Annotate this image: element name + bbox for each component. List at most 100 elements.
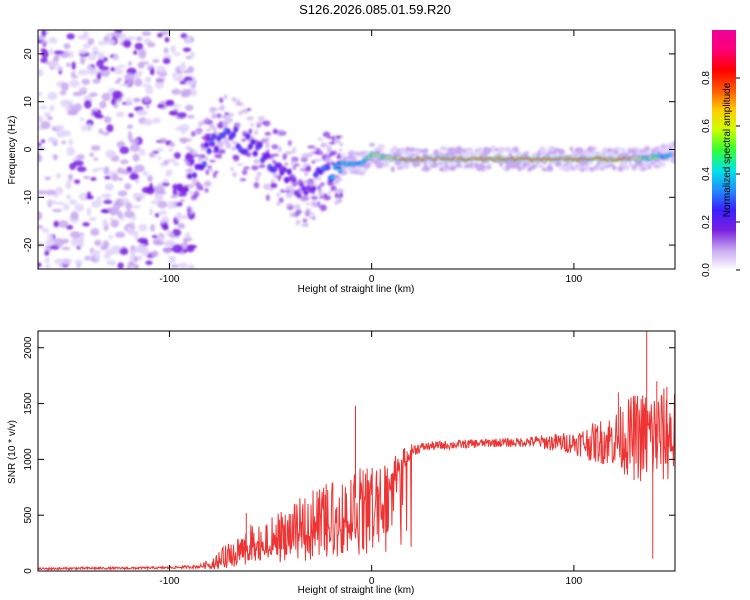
signal-halo-cell: [613, 147, 617, 151]
noise-cell: [114, 80, 121, 84]
signal-halo-cell: [218, 148, 226, 155]
signal-halo-cell: [438, 167, 444, 172]
signal-halo-cell: [547, 164, 552, 170]
noise-cell: [38, 68, 44, 77]
noise-cell: [79, 87, 88, 91]
signal-core-cell: [243, 150, 248, 154]
noise-cell: [180, 127, 186, 135]
signal-halo-cell: [313, 177, 322, 181]
noise-cell: [107, 235, 114, 239]
signal-halo-cell: [292, 165, 296, 170]
signal-halo-cell: [325, 157, 332, 163]
snr-line: [38, 388, 675, 571]
signal-halo-cell: [310, 195, 319, 200]
colorbar-label: Normalized spectral amplitude: [722, 82, 733, 217]
signal-halo-cell: [477, 147, 483, 154]
signal-halo-cell: [321, 153, 327, 161]
signal-halo-cell: [301, 152, 310, 160]
signal-halo-cell: [302, 179, 310, 185]
noise-cell: [177, 112, 187, 119]
signal-halo-cell: [314, 147, 321, 151]
noise-cell: [129, 173, 139, 181]
signal-core-cell: [359, 162, 364, 166]
noise-cell: [45, 264, 51, 269]
signal-core-cell: [250, 140, 255, 144]
noise-cell: [156, 33, 163, 38]
noise-cell: [106, 124, 114, 133]
noise-cell: [126, 226, 134, 235]
signal-halo-cell: [376, 162, 384, 169]
signal-halo-cell: [294, 163, 300, 167]
signal-halo-cell: [327, 179, 335, 187]
signal-halo-cell: [325, 162, 333, 165]
noise-cell: [169, 256, 175, 261]
signal-halo-cell: [529, 165, 535, 169]
noise-cell: [83, 99, 92, 109]
signal-halo-cell: [365, 162, 372, 167]
signal-halo-cell: [499, 160, 503, 168]
noise-cell: [53, 220, 60, 228]
signal-halo-cell: [557, 149, 562, 154]
noise-cell: [154, 193, 164, 202]
signal-halo-cell: [607, 151, 615, 156]
noise-cell: [41, 40, 48, 45]
signal-halo-cell: [618, 166, 623, 172]
noise-cell: [99, 100, 107, 109]
signal-halo-cell: [642, 162, 647, 167]
noise-cell: [152, 239, 161, 245]
noise-cell: [173, 152, 181, 159]
noise-cell: [169, 232, 175, 238]
signal-halo-cell: [323, 195, 332, 201]
signal-halo-cell: [514, 164, 521, 169]
noise-cell: [90, 145, 101, 151]
signal-core-cell: [192, 173, 197, 177]
signal-halo-cell: [337, 196, 342, 203]
signal-halo-cell: [423, 165, 430, 172]
noise-cell: [69, 50, 74, 59]
signal-halo-cell: [320, 142, 328, 148]
noise-cell: [133, 72, 141, 79]
noise-cell: [131, 205, 142, 209]
noise-cell: [161, 181, 170, 187]
signal-halo-cell: [319, 204, 327, 212]
signal-halo-cell: [522, 162, 530, 167]
noise-cell: [54, 258, 65, 265]
signal-halo-cell: [304, 172, 308, 177]
noise-cell: [183, 40, 192, 44]
noise-cell: [114, 66, 120, 70]
signal-halo-cell: [423, 148, 429, 153]
signal-halo-cell: [671, 141, 675, 148]
noise-cell: [127, 132, 133, 141]
signal-halo-cell: [277, 174, 281, 182]
signal-halo-cell: [650, 151, 657, 155]
noise-cell: [65, 194, 72, 200]
noise-cell: [102, 218, 108, 227]
signal-halo-cell: [465, 151, 469, 158]
noise-cell: [90, 250, 101, 256]
noise-cell: [129, 138, 139, 144]
noise-cell: [87, 37, 95, 45]
signal-core-cell: [668, 153, 673, 156]
noise-cell: [53, 50, 64, 55]
signal-halo-cell: [209, 106, 216, 114]
signal-halo-cell: [653, 165, 661, 169]
spectrogram-x-tick-label: 100: [566, 274, 583, 285]
noise-cell: [70, 71, 76, 76]
signal-halo-cell: [483, 167, 490, 171]
signal-halo-cell: [312, 151, 320, 154]
noise-cell: [125, 201, 133, 211]
snr-x-tick-label: 100: [566, 576, 583, 587]
signal-halo-cell: [505, 164, 512, 169]
noise-cell: [182, 47, 192, 52]
signal-core-cell: [304, 191, 309, 194]
noise-cell: [56, 65, 64, 71]
signal-halo-cell: [185, 146, 192, 150]
signal-halo-cell: [620, 148, 626, 154]
noise-cell: [103, 166, 110, 175]
signal-halo-cell: [643, 146, 651, 152]
noise-cell: [92, 51, 99, 55]
noise-cell: [122, 39, 132, 48]
signal-halo-cell: [433, 152, 440, 156]
noise-cell: [102, 240, 110, 249]
